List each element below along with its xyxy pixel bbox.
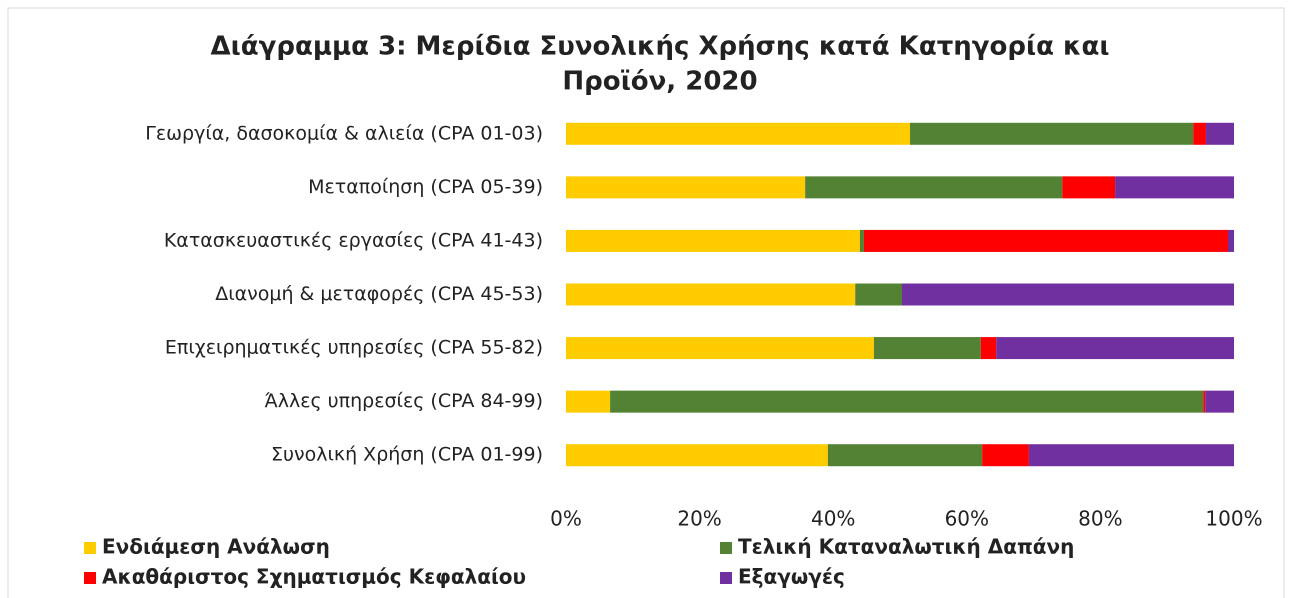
- bar-segment: [1028, 444, 1234, 467]
- y-tick-label: Συνολική Χρήση (CPA 01-99): [271, 444, 543, 466]
- legend-label: Τελική Καταναλωτική Δαπάνη: [738, 535, 1074, 559]
- y-tick-label: Μεταποίηση (CPA 05-39): [308, 176, 543, 198]
- legend-swatch: [84, 572, 96, 584]
- bar-segment: [805, 176, 1063, 199]
- y-tick-label: Διανομή & μεταφορές (CPA 45-53): [215, 283, 543, 305]
- legend-label: Ακαθάριστος Σχηματισμός Κεφαλαίου: [102, 565, 526, 589]
- x-tick-label: 20%: [677, 507, 721, 531]
- bar-segment: [566, 229, 860, 252]
- bar-segment: [1115, 176, 1234, 199]
- chart-frame: [7, 7, 1285, 598]
- chart-title: Διάγραμμα 3: Μερίδια Συνολικής Χρήσης κα…: [211, 32, 1110, 62]
- x-tick-label: 40%: [811, 507, 855, 531]
- bar-segment: [566, 390, 611, 413]
- legend-swatch: [720, 542, 732, 554]
- bar-segment: [566, 176, 806, 199]
- bar-segment: [910, 122, 1194, 145]
- legend-label: Εξαγωγές: [738, 565, 845, 589]
- bar-segment: [873, 337, 981, 360]
- x-tick-label: 0%: [550, 507, 582, 531]
- x-tick-label: 100%: [1205, 507, 1262, 531]
- x-tick-label: 60%: [945, 507, 989, 531]
- bar-segment: [996, 337, 1234, 360]
- bar-segment: [566, 337, 874, 360]
- bar-segment: [1205, 390, 1234, 413]
- bar-segment: [902, 283, 1234, 306]
- bar-segment: [1193, 122, 1206, 145]
- y-tick-label: Γεωργία, δασοκομία & αλιεία (CPA 01-03): [145, 122, 543, 144]
- bar-segment: [827, 444, 983, 467]
- y-tick-label: Επιχειρηματικές υπηρεσίες (CPA 55-82): [165, 337, 543, 359]
- bar-segment: [610, 390, 1204, 413]
- legend-swatch: [84, 542, 96, 554]
- bar-segment: [855, 283, 903, 306]
- bar-segment: [863, 229, 1228, 252]
- bar-segment: [1203, 390, 1206, 413]
- y-tick-label: Κατασκευαστικές εργασίες (CPA 41-43): [164, 229, 543, 251]
- bar-segment: [982, 444, 1029, 467]
- legend-swatch: [720, 572, 732, 584]
- legend-label: Ενδιάμεση Ανάλωση: [102, 535, 330, 559]
- chart-title: Προϊόν, 2020: [562, 67, 757, 97]
- x-tick-label: 80%: [1078, 507, 1122, 531]
- bar-segment: [566, 283, 856, 306]
- bar-segment: [1062, 176, 1116, 199]
- bar-segment: [566, 444, 828, 467]
- bar-segment: [1227, 229, 1234, 252]
- bar-segment: [859, 229, 864, 252]
- bar-segment: [980, 337, 997, 360]
- bar-segment: [566, 122, 911, 145]
- bar-segment: [1205, 122, 1234, 145]
- y-tick-label: Άλλες υπηρεσίες (CPA 84-99): [265, 390, 543, 412]
